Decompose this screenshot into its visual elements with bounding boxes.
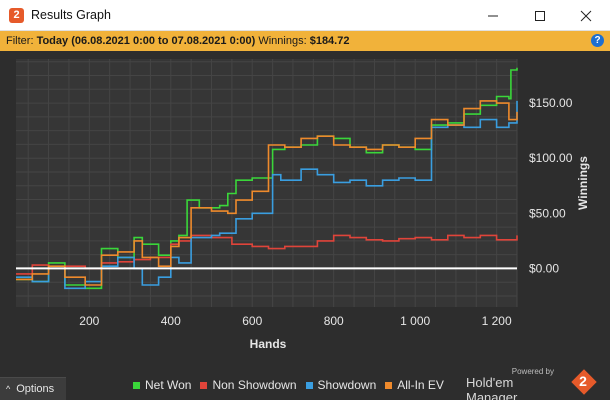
maximize-icon <box>535 10 545 21</box>
help-icon[interactable]: ? <box>591 34 604 47</box>
brand-powered-by: Powered by <box>511 367 554 376</box>
series-line-all-in-ev <box>16 100 518 286</box>
maximize-button[interactable] <box>517 0 563 31</box>
legend-swatch <box>133 381 140 389</box>
footer: ^ Options Net Won Non Showdown Showdown All-… <box>0 367 610 400</box>
filter-bar: Filter: Today (06.08.2021 0:00 to 07.08.… <box>0 31 610 51</box>
legend-item-net-won[interactable]: Net Won <box>133 378 191 392</box>
x-axis-title: Hands <box>250 337 287 351</box>
legend-label: Non Showdown <box>212 378 297 392</box>
plot-area <box>16 59 517 307</box>
brand-logo-glyph: 2 <box>579 373 587 389</box>
app-logo-icon: 2 <box>9 8 24 23</box>
options-button[interactable]: ^ Options <box>0 377 66 400</box>
brand-name: Hold'em Manager <box>466 375 518 400</box>
x-tick-label: 400 <box>161 314 181 328</box>
results-chart: 200 400 600 800 1 000 1 200 $0.00 $50.00 $100.00… <box>16 59 590 351</box>
legend-label: Net Won <box>145 378 192 392</box>
legend-item-non-showdown[interactable]: Non Showdown <box>200 378 297 392</box>
legend-swatch <box>385 381 393 389</box>
legend-label: All-In EV <box>397 378 444 392</box>
x-tick-label: 1 200 <box>482 314 512 328</box>
x-tick-label: 1 000 <box>400 314 430 328</box>
close-icon <box>580 10 592 21</box>
options-label: Options <box>16 383 55 395</box>
legend-label: Showdown <box>317 378 377 392</box>
minimize-icon <box>488 15 498 16</box>
title-bar: 2 Results Graph <box>0 0 610 31</box>
winnings-label: Winnings: <box>258 35 307 47</box>
filter-label: Filter: <box>6 35 34 47</box>
legend-swatch <box>200 381 208 389</box>
y-tick-label: $150.00 <box>529 96 573 110</box>
chevron-up-icon: ^ <box>6 384 11 394</box>
x-tick-label: 600 <box>242 314 262 328</box>
minimize-button[interactable] <box>470 0 516 31</box>
y-axis-title: Winnings <box>576 156 590 210</box>
legend-swatch <box>305 381 313 389</box>
y-tick-label: $100.00 <box>529 151 573 165</box>
winnings-value: $184.72 <box>309 35 350 47</box>
close-button[interactable] <box>563 0 609 31</box>
legend-item-showdown[interactable]: Showdown <box>305 378 377 392</box>
chart-legend: Net Won Non Showdown Showdown All-In EV <box>133 378 453 392</box>
series-line-showdown <box>16 100 518 290</box>
y-tick-label: $0.00 <box>529 261 559 275</box>
window-title: Results Graph <box>31 8 111 22</box>
x-tick-label: 200 <box>79 314 99 328</box>
x-tick-label: 800 <box>324 314 344 328</box>
legend-item-all-in-ev[interactable]: All-In EV <box>385 378 444 392</box>
y-tick-label: $50.00 <box>529 206 566 220</box>
brand-block: Powered by Hold'em Manager 2 <box>466 367 597 400</box>
filter-date-range[interactable]: Today (06.08.2021 0:00 to 07.08.2021 0:0… <box>36 35 256 47</box>
